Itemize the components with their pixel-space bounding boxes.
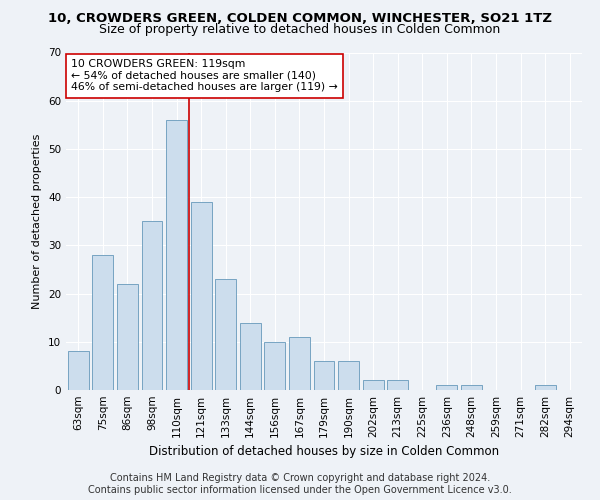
Bar — [461, 385, 482, 390]
Bar — [240, 322, 261, 390]
Bar — [436, 385, 457, 390]
Bar — [314, 361, 334, 390]
Y-axis label: Number of detached properties: Number of detached properties — [32, 134, 43, 309]
Bar — [215, 279, 236, 390]
Bar — [362, 380, 383, 390]
Bar — [92, 255, 113, 390]
Bar — [142, 221, 163, 390]
Text: 10, CROWDERS GREEN, COLDEN COMMON, WINCHESTER, SO21 1TZ: 10, CROWDERS GREEN, COLDEN COMMON, WINCH… — [48, 12, 552, 26]
Bar — [68, 352, 89, 390]
Bar — [289, 337, 310, 390]
Bar — [387, 380, 408, 390]
Bar — [117, 284, 138, 390]
Text: Size of property relative to detached houses in Colden Common: Size of property relative to detached ho… — [100, 22, 500, 36]
Bar — [265, 342, 286, 390]
Bar — [191, 202, 212, 390]
Text: Contains HM Land Registry data © Crown copyright and database right 2024.
Contai: Contains HM Land Registry data © Crown c… — [88, 474, 512, 495]
X-axis label: Distribution of detached houses by size in Colden Common: Distribution of detached houses by size … — [149, 446, 499, 458]
Bar — [166, 120, 187, 390]
Bar — [535, 385, 556, 390]
Bar — [338, 361, 359, 390]
Text: 10 CROWDERS GREEN: 119sqm
← 54% of detached houses are smaller (140)
46% of semi: 10 CROWDERS GREEN: 119sqm ← 54% of detac… — [71, 59, 338, 92]
